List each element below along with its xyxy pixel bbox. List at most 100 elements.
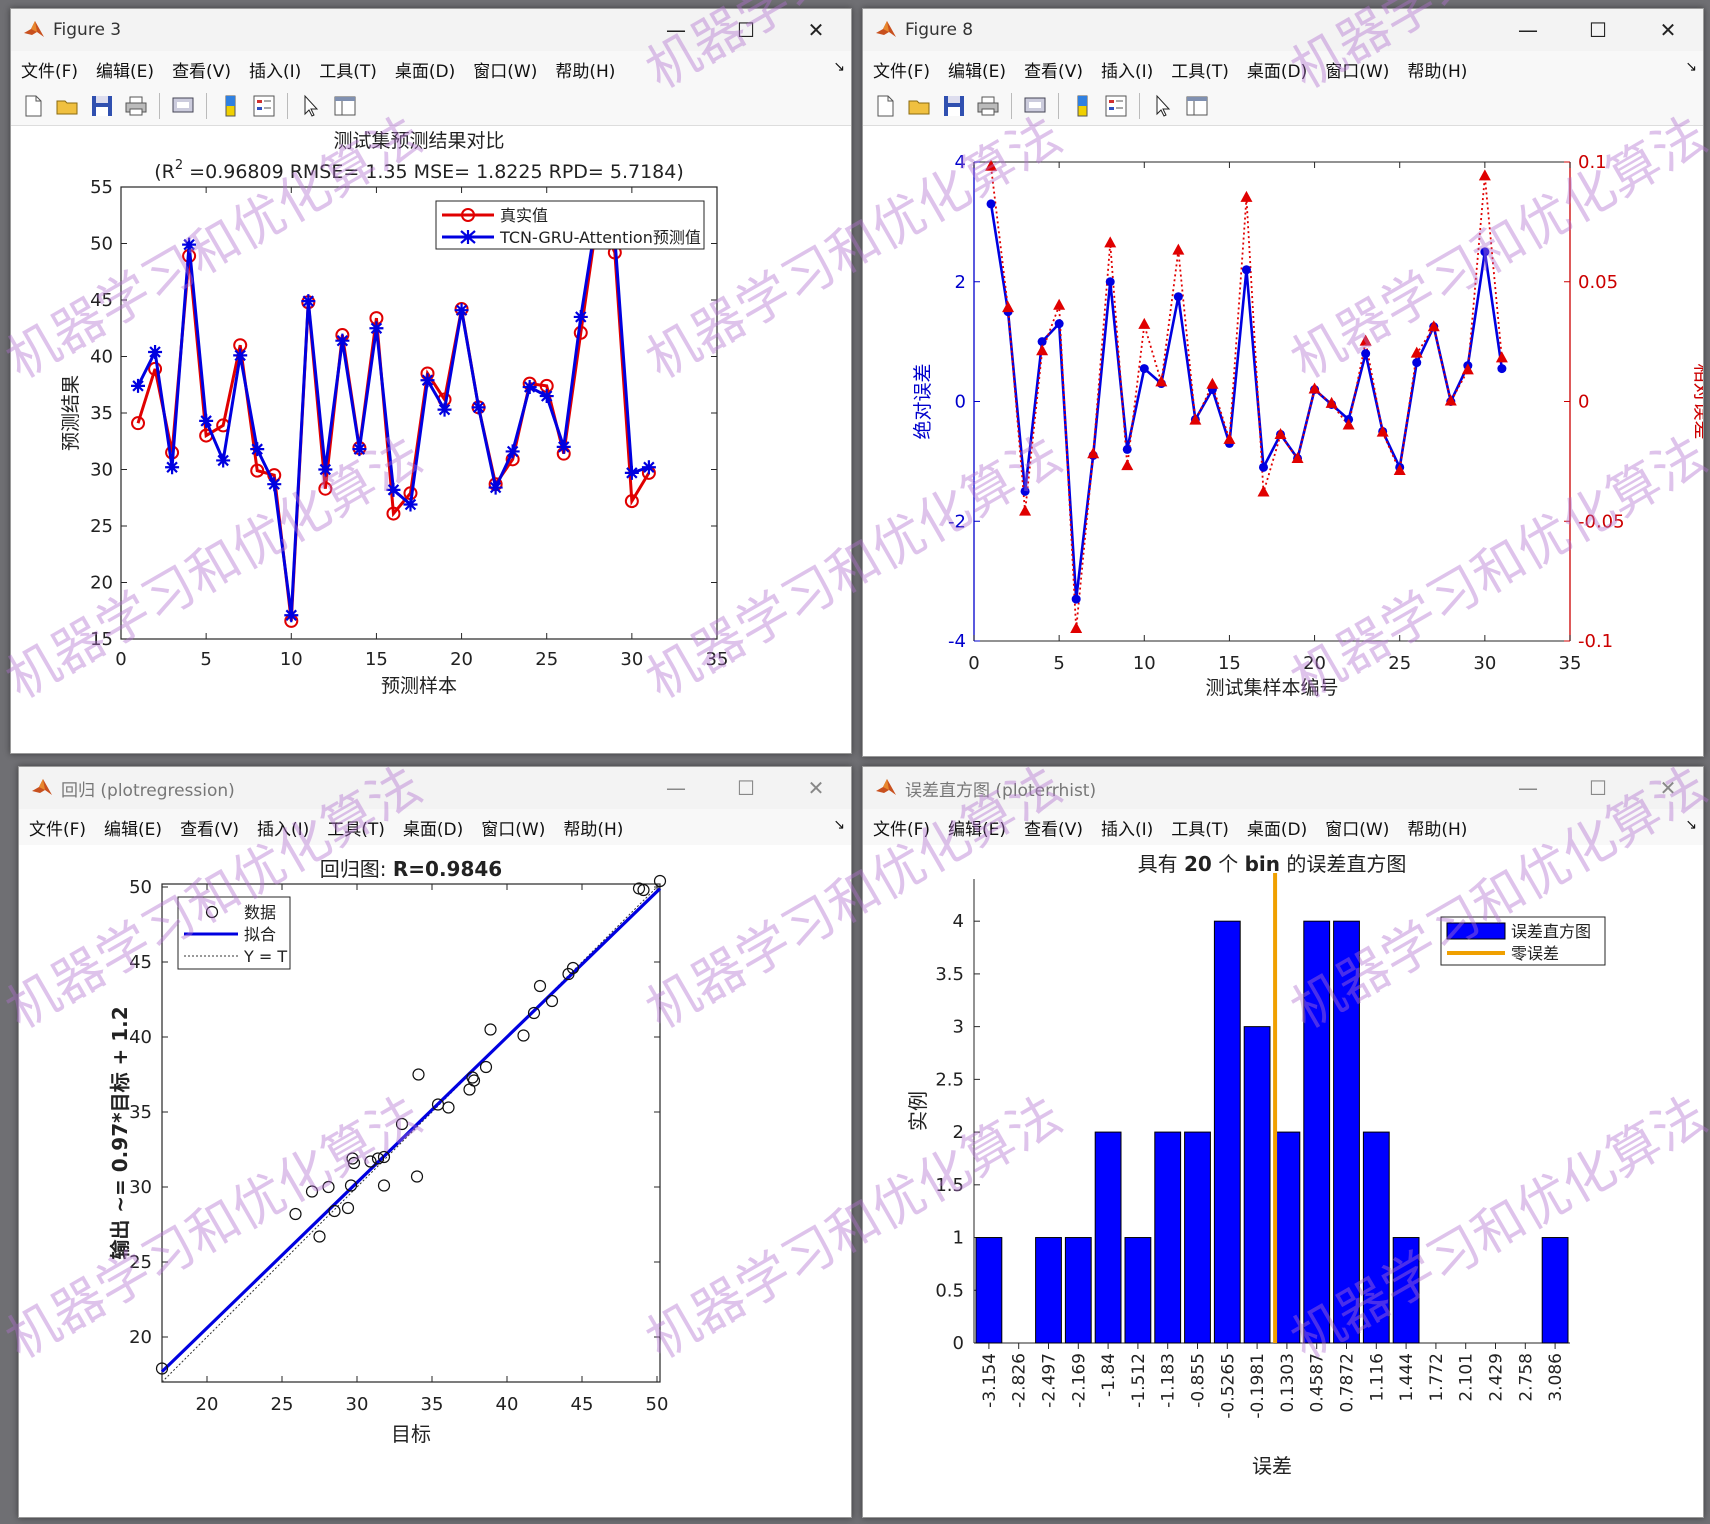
menu-window[interactable]: 窗口(W) — [1325, 61, 1390, 82]
menu-help[interactable]: 帮助(H) — [1407, 819, 1468, 840]
menu-desktop[interactable]: 桌面(D) — [1246, 61, 1308, 82]
y-right-tick-label: -0.05 — [1578, 511, 1625, 532]
dock-arrow-icon[interactable]: ↘ — [833, 59, 845, 75]
minimize-button[interactable]: — — [666, 18, 686, 42]
menu-tools[interactable]: 工具(T) — [1171, 61, 1229, 82]
menu-view[interactable]: 查看(V) — [1024, 819, 1083, 840]
maximize-button[interactable]: ☐ — [737, 776, 755, 800]
menu-help[interactable]: 帮助(H) — [555, 61, 616, 82]
data-point-true — [250, 463, 265, 478]
title-bar[interactable]: Figure 8 — ☐ ✕ — [863, 9, 1703, 51]
data-point-true — [386, 506, 401, 521]
menu-tools[interactable]: 工具(T) — [319, 61, 377, 82]
subtitle-prefix: (R — [154, 161, 175, 183]
menu-edit[interactable]: 编辑(E) — [948, 819, 1007, 840]
menu-edit[interactable]: 编辑(E) — [104, 819, 163, 840]
menu-help[interactable]: 帮助(H) — [563, 819, 624, 840]
data-point — [566, 961, 580, 975]
print-preview-icon[interactable] — [170, 93, 196, 119]
close-button[interactable]: ✕ — [807, 18, 825, 42]
menu-desktop[interactable]: 桌面(D) — [394, 61, 456, 82]
data-point-pred — [318, 462, 333, 477]
y-left-axis-label: 绝对误差 — [912, 363, 934, 439]
close-button[interactable]: ✕ — [807, 776, 825, 800]
toolbar-separator — [1011, 93, 1012, 119]
x-axis-label: 误差 — [1252, 1454, 1292, 1478]
open-file-icon[interactable] — [907, 93, 933, 119]
menu-insert[interactable]: 插入(I) — [248, 61, 302, 82]
data-point — [442, 1101, 455, 1114]
menu-help[interactable]: 帮助(H) — [1407, 61, 1468, 82]
data-point — [289, 1207, 302, 1221]
maximize-button[interactable]: ☐ — [1589, 776, 1607, 800]
colorbar-icon[interactable] — [1069, 93, 1095, 119]
close-button[interactable]: ✕ — [1659, 776, 1677, 800]
data-point-pred — [505, 444, 520, 459]
menu-desktop[interactable]: 桌面(D) — [402, 819, 464, 840]
open-file-icon[interactable] — [55, 93, 81, 119]
menu-view[interactable]: 查看(V) — [180, 819, 239, 840]
save-icon[interactable] — [941, 93, 967, 119]
menu-window[interactable]: 窗口(W) — [481, 819, 546, 840]
maximize-button[interactable]: ☐ — [737, 18, 755, 42]
abs-error-point — [1054, 319, 1064, 329]
menu-file[interactable]: 文件(F) — [873, 819, 931, 840]
menu-insert[interactable]: 插入(I) — [256, 819, 310, 840]
x-tick-label: 2.758 — [1516, 1353, 1536, 1402]
menu-window[interactable]: 窗口(W) — [1325, 819, 1390, 840]
y-tick-label: 0.5 — [935, 1280, 964, 1301]
property-editor-icon[interactable] — [332, 93, 358, 119]
new-figure-icon[interactable] — [21, 93, 47, 119]
title-bar[interactable]: 回归 (plotregression) — ☐ ✕ — [19, 767, 851, 809]
menu-view[interactable]: 查看(V) — [1024, 61, 1083, 82]
y-tick-label: 35 — [90, 403, 113, 424]
dock-arrow-icon[interactable]: ↘ — [1685, 59, 1697, 75]
histogram-bar — [1303, 920, 1331, 1344]
minimize-button[interactable]: — — [1518, 18, 1538, 42]
pointer-icon[interactable] — [1150, 93, 1176, 119]
menu-edit[interactable]: 编辑(E) — [948, 61, 1007, 82]
menu-insert[interactable]: 插入(I) — [1100, 61, 1154, 82]
y-tick-label: 3 — [953, 1017, 964, 1038]
print-icon[interactable] — [975, 93, 1001, 119]
save-icon[interactable] — [89, 93, 115, 119]
title-bar[interactable]: Figure 3 — ☐ ✕ — [11, 9, 851, 51]
y-tick-label: 4 — [953, 911, 964, 932]
dock-arrow-icon[interactable]: ↘ — [1685, 817, 1697, 833]
legend-icon[interactable] — [251, 93, 277, 119]
minimize-button[interactable]: — — [666, 776, 686, 800]
x-tick-label: -2.169 — [1069, 1353, 1089, 1408]
legend-icon[interactable] — [1103, 93, 1129, 119]
menu-insert[interactable]: 插入(I) — [1100, 819, 1154, 840]
pointer-icon[interactable] — [298, 93, 324, 119]
menu-file[interactable]: 文件(F) — [29, 819, 87, 840]
rel-error-point — [1410, 346, 1423, 358]
dock-arrow-icon[interactable]: ↘ — [833, 817, 845, 833]
x-tick-label: 30 — [1473, 653, 1496, 674]
data-point-pred — [386, 482, 401, 497]
menu-tools[interactable]: 工具(T) — [1171, 819, 1229, 840]
menu-view[interactable]: 查看(V) — [172, 61, 231, 82]
colorbar-icon[interactable] — [217, 93, 243, 119]
minimize-button[interactable]: — — [1518, 776, 1538, 800]
print-icon[interactable] — [123, 93, 149, 119]
title-part: 的误差直方图 — [1280, 852, 1406, 876]
print-preview-icon[interactable] — [1022, 93, 1048, 119]
menu-window[interactable]: 窗口(W) — [473, 61, 538, 82]
new-figure-icon[interactable] — [873, 93, 899, 119]
menu-tools[interactable]: 工具(T) — [327, 819, 385, 840]
x-tick-label: -1.84 — [1099, 1353, 1119, 1397]
menu-edit[interactable]: 编辑(E) — [96, 61, 155, 82]
menu-file[interactable]: 文件(F) — [21, 61, 79, 82]
chart-subtitle: (R2 =0.96809 RMSE= 1.35 MSE= 1.8225 RPD=… — [154, 158, 684, 183]
legend-label: 零误差 — [1511, 944, 1559, 963]
property-editor-icon[interactable] — [1184, 93, 1210, 119]
title-bar[interactable]: 误差直方图 (ploterrhist) — ☐ ✕ — [863, 767, 1703, 809]
close-button[interactable]: ✕ — [1659, 18, 1677, 42]
data-point-pred — [233, 348, 248, 363]
y-axis-label: 实例 — [906, 1091, 930, 1131]
maximize-button[interactable]: ☐ — [1589, 18, 1607, 42]
menu-file[interactable]: 文件(F) — [873, 61, 931, 82]
x-tick-label: 1.772 — [1427, 1353, 1447, 1402]
menu-desktop[interactable]: 桌面(D) — [1246, 819, 1308, 840]
